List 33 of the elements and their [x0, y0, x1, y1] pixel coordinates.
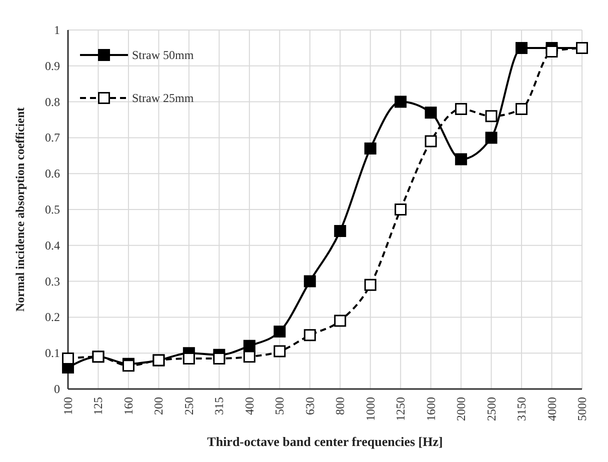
x-tick-label: 800 — [333, 397, 348, 415]
x-tick-label: 3150 — [514, 397, 529, 421]
x-tick-label: 400 — [242, 397, 256, 415]
y-tick-label: 0.7 — [45, 130, 60, 145]
x-tick-label: 125 — [91, 397, 106, 415]
y-tick-label: 0.8 — [45, 94, 60, 109]
legend-label: Straw 25mm — [132, 91, 194, 105]
x-tick-label: 630 — [302, 397, 317, 415]
x-tick-label: 200 — [152, 397, 166, 415]
y-tick-label: 0.3 — [45, 274, 60, 288]
x-tick-label: 100 — [61, 397, 75, 415]
legend-label: Straw 50mm — [132, 48, 194, 62]
y-tick-label: 0.4 — [45, 238, 60, 252]
y-tick-label: 0.9 — [45, 58, 60, 73]
x-tick-label: 1000 — [363, 397, 378, 421]
y-tick-label: 0 — [54, 382, 60, 396]
y-tick-label: 1 — [54, 23, 60, 37]
x-tick-label: 5000 — [575, 397, 589, 421]
y-tick-label: 0.2 — [45, 310, 60, 324]
y-tick-label: 0.1 — [45, 346, 60, 360]
y-axis-title: Normal incidence absorption coefficient — [13, 107, 27, 312]
x-tick-label: 160 — [121, 397, 136, 415]
x-tick-label: 1250 — [394, 397, 408, 421]
x-tick-label: 1600 — [424, 397, 438, 421]
x-axis-title: Third-octave band center frequencies [Hz] — [207, 434, 443, 449]
y-tick-label: 0.5 — [45, 202, 60, 216]
x-tick-label: 250 — [182, 397, 196, 415]
x-tick-label: 2500 — [484, 397, 498, 421]
x-tick-label: 315 — [212, 397, 226, 415]
x-tick-label: 4000 — [544, 397, 559, 421]
x-tick-label: 2000 — [454, 397, 468, 421]
x-tick-label: 500 — [272, 397, 287, 415]
y-tick-label: 0.6 — [45, 166, 60, 181]
